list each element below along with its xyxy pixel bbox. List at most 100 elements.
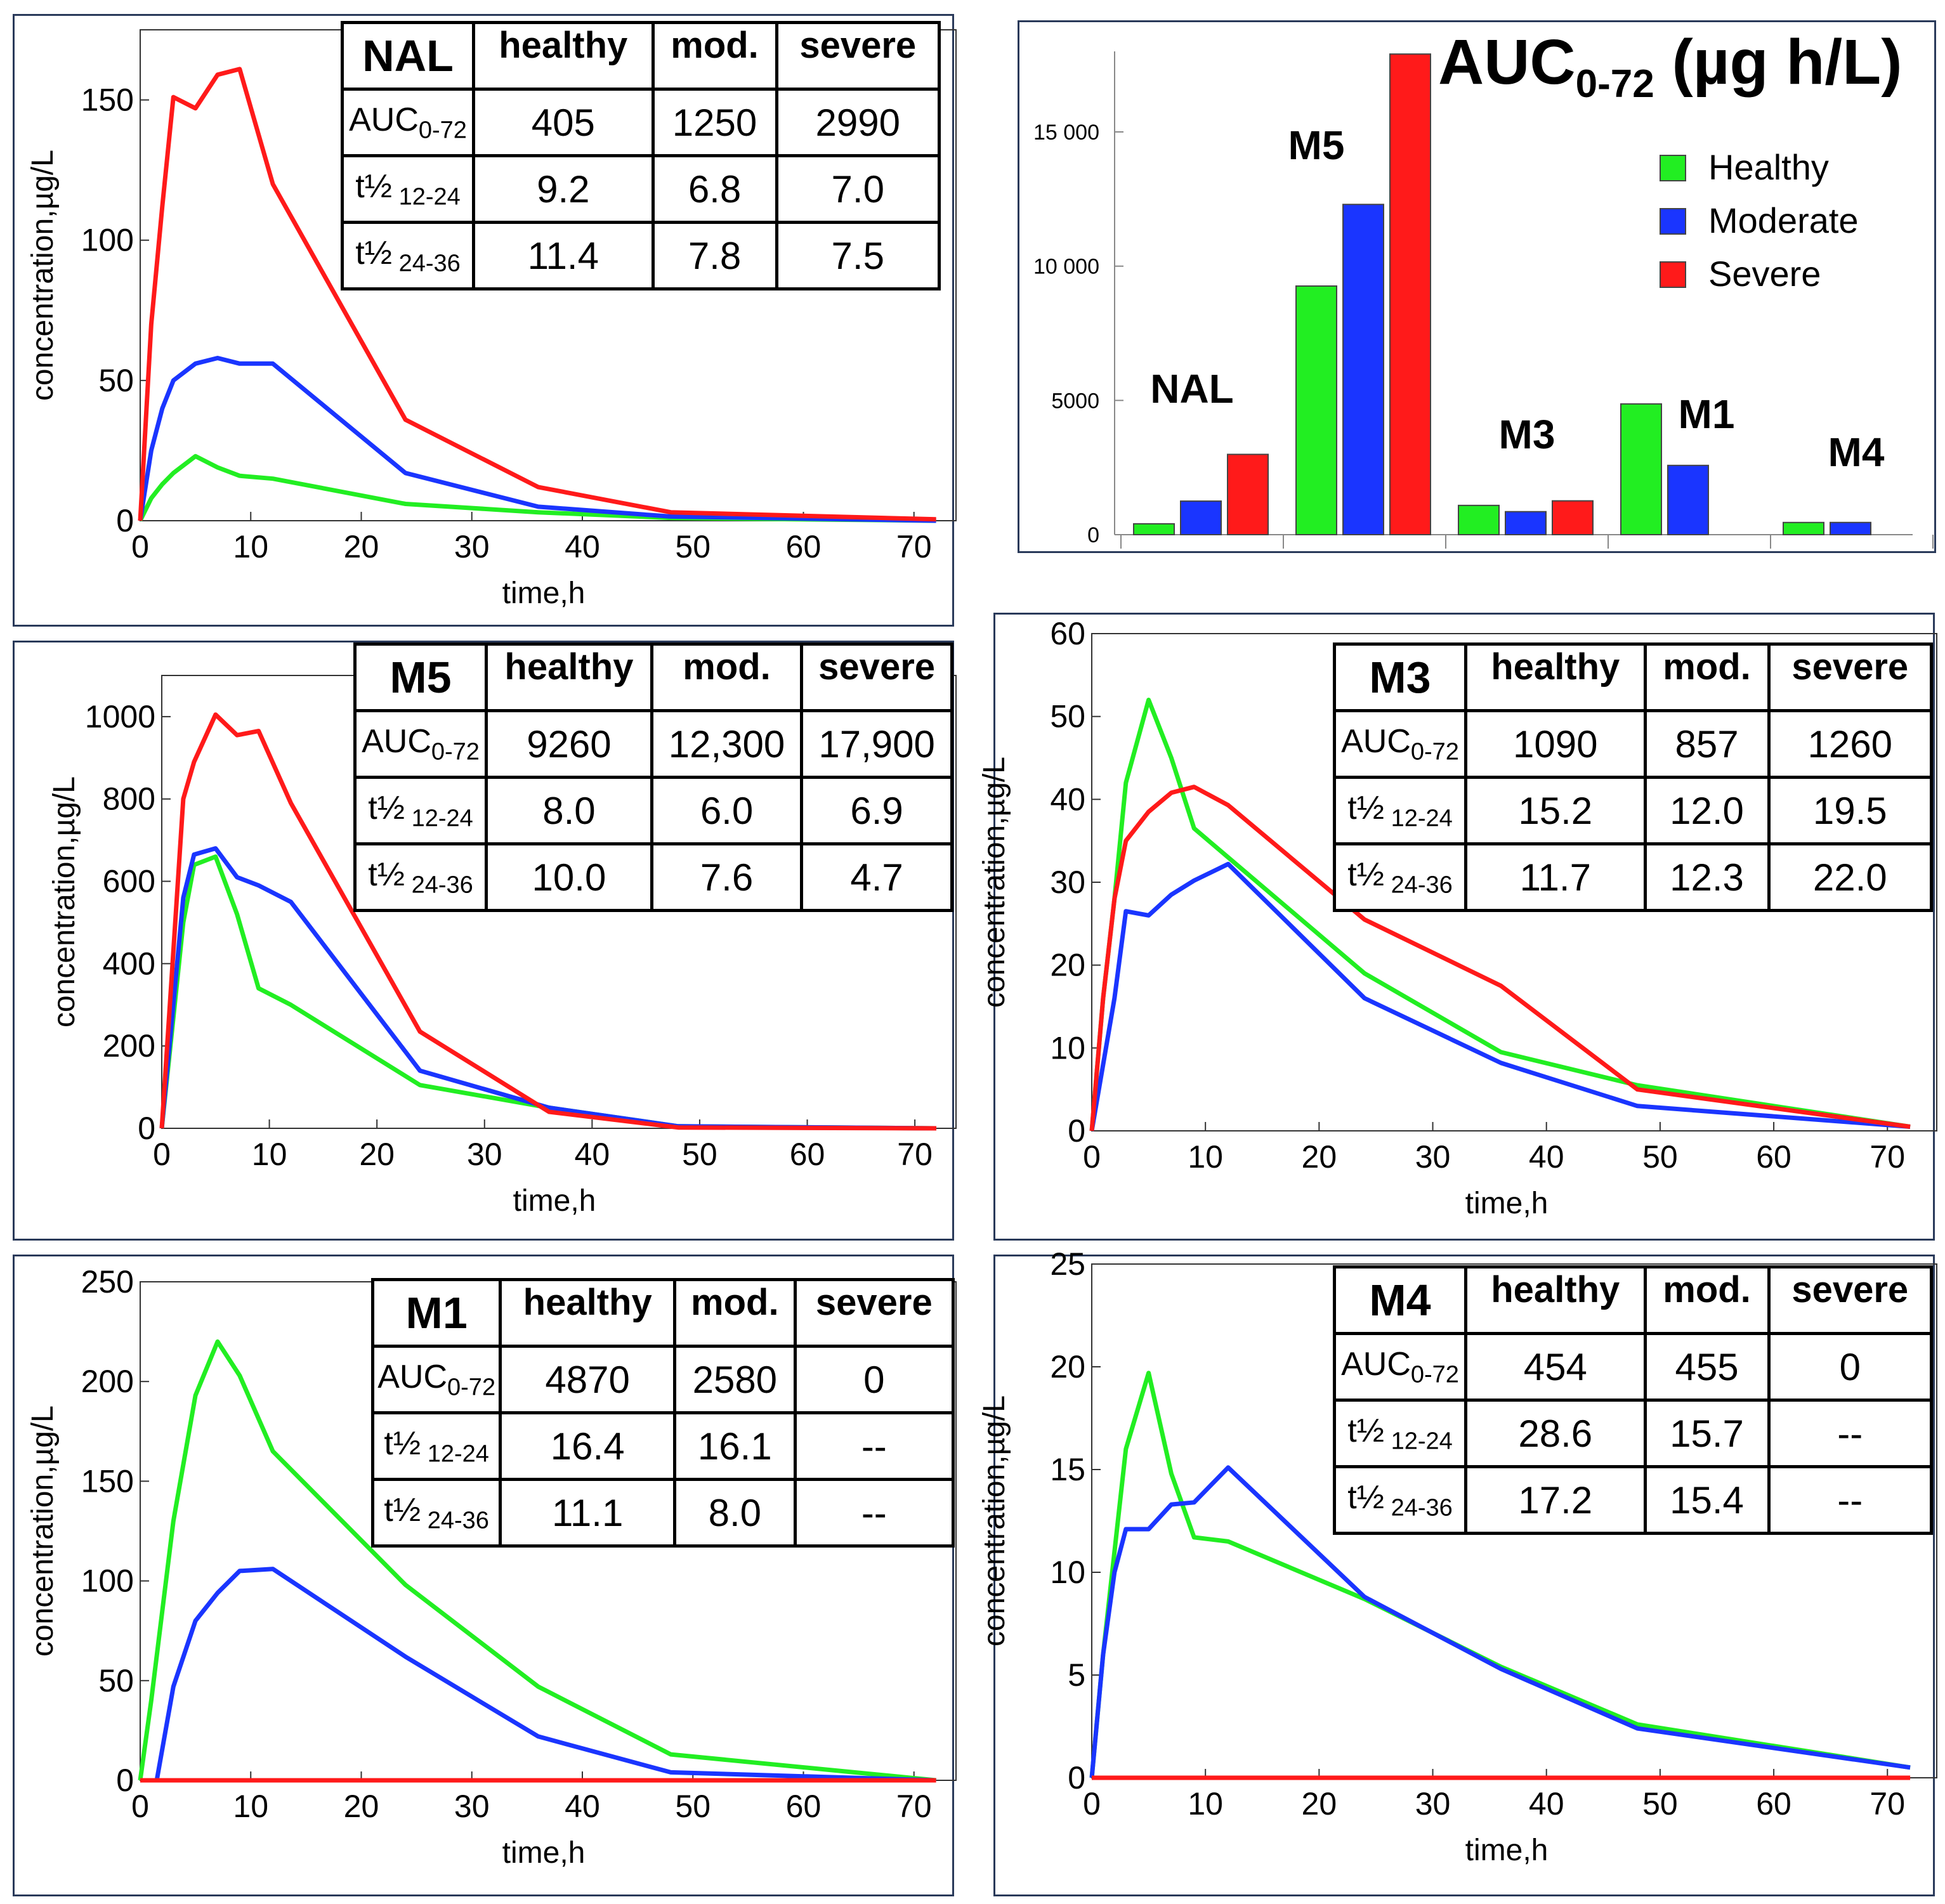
- bar-y-tick-label: 10 000: [1033, 255, 1099, 279]
- table-row-label: t½ 24-36: [370, 1478, 502, 1548]
- table-cell: 8.0: [485, 776, 653, 845]
- table-cell: 6.8: [651, 154, 778, 224]
- table-column-header: severe: [775, 21, 941, 91]
- y-tick-label: 0: [1068, 1760, 1085, 1796]
- y-axis-label: concentration,µg/L: [26, 150, 60, 401]
- x-tick-label: 20: [1302, 1786, 1337, 1822]
- x-tick-label: 40: [565, 529, 600, 564]
- y-axis-label: concentration,µg/L: [978, 757, 1011, 1008]
- y-tick-label: 15: [1050, 1452, 1085, 1487]
- row-label-sub: 0-72: [1410, 738, 1459, 766]
- bar-y-tick-label: 0: [1087, 523, 1099, 547]
- table-cell: 7.6: [650, 842, 804, 912]
- y-tick-label: 50: [98, 1663, 134, 1699]
- x-tick-label: 30: [467, 1137, 502, 1172]
- table-cell: 15.7: [1643, 1399, 1771, 1468]
- x-tick-label: 20: [359, 1137, 395, 1172]
- m4-stats-table: M4 healthy mod. severe AUC0-72 454 455 0 t½ 12-2…: [1332, 1265, 1933, 1535]
- table-row-label: AUC0-72: [1332, 709, 1468, 779]
- table-cell: --: [1767, 1399, 1933, 1468]
- bar-chart-title: AUC0-72 (µg h/L): [1438, 26, 1902, 107]
- x-tick-label: 0: [131, 529, 149, 564]
- table-cell: 6.9: [800, 776, 953, 845]
- x-tick-label: 0: [1083, 1786, 1101, 1822]
- row-label-main: t½: [368, 789, 405, 826]
- x-tick-label: 60: [790, 1137, 825, 1172]
- row-label-main: t½: [1347, 789, 1385, 826]
- auc-bar-chart-panel: AUC0-72 (µg h/L) 0 5000 10 000 15 000 NAL M5 M…: [1018, 20, 1936, 553]
- y-tick-label: 1000: [85, 699, 155, 734]
- table-cell: 12.0: [1643, 776, 1771, 845]
- y-axis-label: concentration,µg/L: [48, 776, 81, 1027]
- series-line-moderate: [140, 1567, 936, 1783]
- table-row-label: t½ 12-24: [353, 776, 488, 845]
- y-tick-label: 50: [98, 363, 134, 398]
- row-label-sub: 24-36: [421, 1507, 489, 1534]
- y-tick-label: 200: [103, 1028, 155, 1064]
- row-label-sub: 24-36: [392, 250, 461, 277]
- table-cell: 7.8: [651, 221, 778, 290]
- table-row-label: t½ 12-24: [340, 154, 476, 224]
- row-label-sub: 12-24: [405, 805, 473, 832]
- m1-line-chart: 0 10 20 30 40 50 60 70 0 50 100 150 200 250 time,h conc…: [26, 1264, 957, 1870]
- series-line-moderate: [159, 846, 937, 1131]
- y-tick-label: 150: [81, 82, 134, 118]
- bar-m1-healthy: [1620, 403, 1662, 535]
- auc-bar-chart: 0 5000 10 000 15 000 NAL M5 M3 M1 M4 Healthy Moder…: [1033, 51, 1934, 549]
- bar-y-tick-label: 15 000: [1033, 121, 1099, 145]
- row-label-main: AUC: [349, 101, 419, 138]
- row-label-sub: 12-24: [1384, 1428, 1453, 1455]
- x-tick-label: 60: [786, 529, 822, 564]
- table-cell: 8.0: [673, 1478, 797, 1548]
- table-column-header: severe: [793, 1278, 955, 1348]
- x-tick-label: 70: [1870, 1786, 1905, 1822]
- table-cell: 1250: [651, 88, 778, 157]
- x-tick-label: 40: [1529, 1786, 1564, 1822]
- table-cell: 11.4: [472, 221, 655, 290]
- table-cell: 12,300: [650, 709, 804, 779]
- table-column-header: mod.: [651, 21, 778, 91]
- bar-title-sub: 0-72: [1575, 62, 1654, 106]
- table-row-label: t½ 24-36: [353, 842, 488, 912]
- table-compound-name: M3: [1332, 642, 1468, 712]
- table-compound-name: M4: [1332, 1265, 1468, 1335]
- bar-title-main: AUC: [1438, 27, 1576, 98]
- m1-stats-table: M1 healthy mod. severe AUC0-72 4870 2580 0 t½ 12…: [370, 1278, 955, 1548]
- y-tick-label: 0: [1068, 1113, 1085, 1149]
- x-tick-label: 60: [1756, 1786, 1791, 1822]
- table-cell: 22.0: [1767, 842, 1933, 912]
- m3-line-chart: 0 10 20 30 40 50 60 70 0 10 20 30 40 50 60 time,h concen…: [978, 616, 1937, 1220]
- row-label-sub: 24-36: [1384, 871, 1453, 899]
- x-tick-label: 10: [233, 529, 268, 564]
- table-cell: 1260: [1767, 709, 1933, 779]
- table-row-label: AUC0-72: [1332, 1332, 1468, 1402]
- row-label-sub: 0-72: [1410, 1361, 1459, 1388]
- table-column-header: severe: [800, 642, 953, 712]
- row-label-main: t½: [384, 1425, 421, 1462]
- y-tick-label: 0: [116, 1763, 134, 1798]
- table-cell: 15.4: [1643, 1465, 1771, 1535]
- x-axis-label: time,h: [502, 1836, 586, 1870]
- x-tick-label: 70: [896, 529, 932, 564]
- row-label-sub: 24-36: [1384, 1494, 1453, 1522]
- y-tick-label: 200: [81, 1364, 134, 1399]
- y-tick-label: 10: [1050, 1555, 1085, 1590]
- y-axis-label: concentration,µg/L: [978, 1395, 1011, 1646]
- bar-title-rest: (µg h/L): [1654, 27, 1902, 98]
- y-tick-label: 600: [103, 864, 155, 899]
- bar-category-label: M1: [1679, 391, 1735, 437]
- table-cell: 15.2: [1464, 776, 1647, 845]
- row-label-sub: 0-72: [418, 117, 467, 144]
- x-tick-label: 70: [896, 1789, 932, 1824]
- x-tick-label: 40: [575, 1137, 610, 1172]
- y-tick-label: 5: [1068, 1657, 1085, 1693]
- table-row-label: t½ 24-36: [1332, 1465, 1468, 1535]
- x-tick-label: 50: [1642, 1786, 1678, 1822]
- row-label-main: AUC: [1341, 1345, 1411, 1383]
- bar-m5-severe: [1389, 53, 1431, 535]
- x-tick-label: 50: [675, 529, 711, 564]
- table-cell: 19.5: [1767, 776, 1933, 845]
- y-tick-label: 250: [81, 1264, 134, 1300]
- bar-nal-severe: [1227, 453, 1269, 536]
- row-label-sub: 24-36: [405, 871, 473, 899]
